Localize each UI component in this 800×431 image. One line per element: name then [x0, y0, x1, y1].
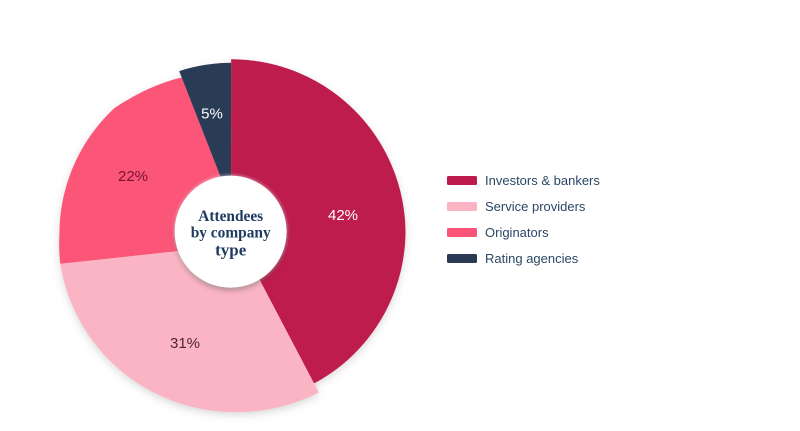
- svg-text:42%: 42%: [328, 207, 358, 224]
- svg-text:type: type: [215, 240, 247, 259]
- svg-text:by company: by company: [191, 225, 271, 242]
- svg-text:31%: 31%: [170, 335, 200, 352]
- svg-text:Attendees: Attendees: [198, 208, 263, 225]
- svg-text:5%: 5%: [201, 106, 223, 123]
- svg-text:22%: 22%: [118, 168, 148, 185]
